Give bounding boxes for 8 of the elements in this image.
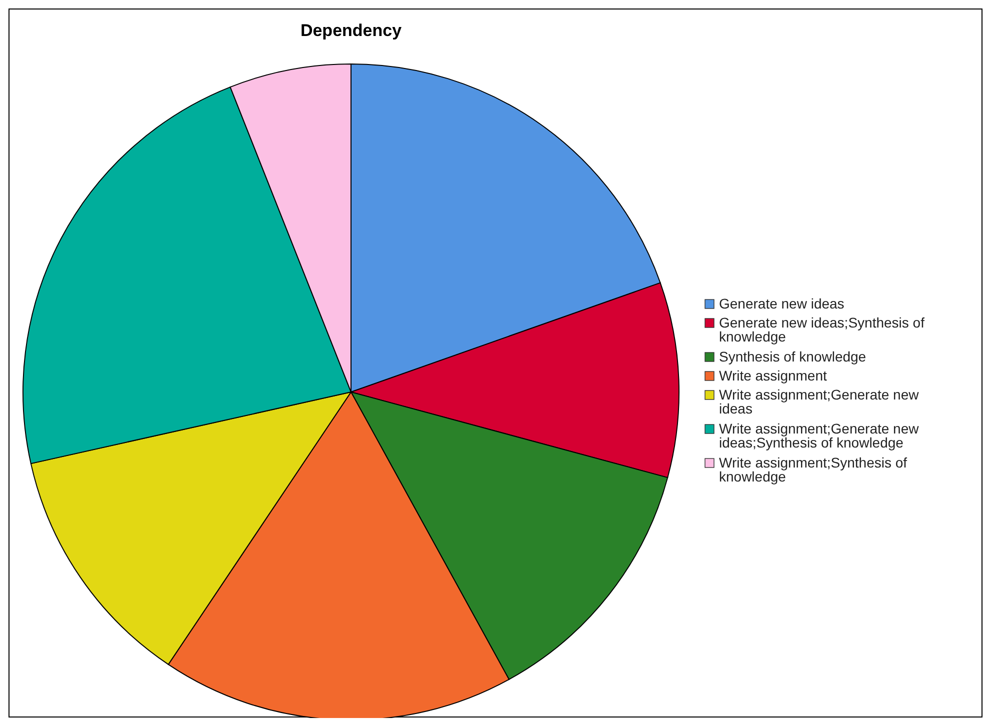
legend-label: Write assignment [719,368,827,384]
legend-label: Write assignment;Generate new ideas;Synthesis of knowledge [719,420,920,450]
legend-label: Generate new ideas [719,296,844,312]
legend-label: Generate new ideas;Synthesis of knowledge [719,314,925,344]
chart-title: Dependency [300,21,402,40]
legend-label: Write assignment;Synthesis of knowledge [719,454,908,484]
legend-label: Synthesis of knowledge [719,348,866,364]
legend-label: Write assignment;Generate new ideas [719,386,920,416]
